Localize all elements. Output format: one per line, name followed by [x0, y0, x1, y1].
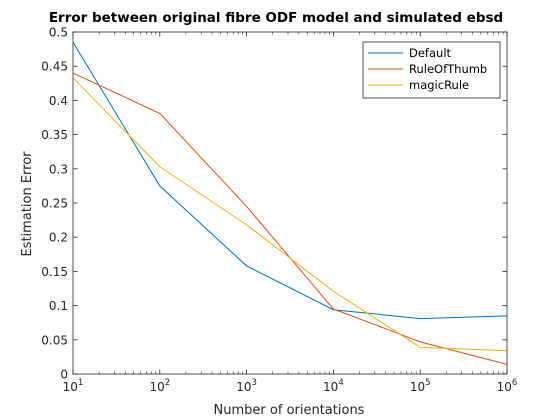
series-line-ruleofthumb: [72, 72, 508, 365]
x-tick-label: 103: [236, 378, 257, 394]
y-tick-label: 0.15: [41, 265, 68, 279]
y-tick-label: 0.35: [41, 128, 68, 142]
chart-title: Error between original fibre ODF model a…: [49, 10, 503, 26]
x-tick-label: 102: [149, 378, 170, 394]
y-tick-label: 0.1: [49, 299, 68, 313]
legend-box: [362, 41, 501, 99]
legend-entry: RuleOfThumb: [409, 62, 487, 76]
legend-entry: Default: [409, 46, 452, 60]
x-tick-label: 104: [323, 378, 344, 394]
y-axis-label: Estimation Error: [20, 151, 35, 257]
x-tick-label: 105: [410, 378, 431, 394]
series-line-default: [72, 42, 508, 320]
y-tick-label: 0.5: [49, 26, 68, 40]
x-tick-label: 106: [497, 378, 518, 394]
y-tick-label: 0.4: [49, 94, 68, 108]
y-tick-label: 0: [60, 368, 68, 382]
legend: Default RuleOfThumb magicRule: [362, 41, 501, 99]
y-tick-label: 0.05: [41, 333, 68, 347]
y-tick-label: 0.45: [41, 60, 68, 74]
y-tick-label: 0.25: [41, 197, 68, 211]
x-tick-label: 101: [63, 378, 84, 394]
x-axis-label: Number of orientations: [214, 403, 365, 418]
legend-entry: magicRule: [409, 78, 469, 92]
series-line-magicrule: [72, 77, 508, 352]
y-tick-label: 0.3: [49, 162, 68, 176]
y-tick-label: 0.2: [49, 231, 68, 245]
